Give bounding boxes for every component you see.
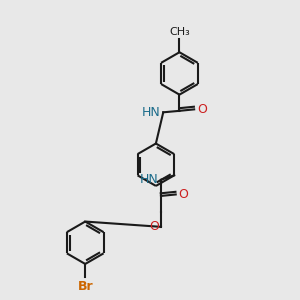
Text: O: O: [179, 188, 188, 201]
Text: O: O: [149, 220, 159, 233]
Text: CH₃: CH₃: [169, 27, 190, 37]
Text: O: O: [197, 103, 207, 116]
Text: Br: Br: [77, 280, 93, 293]
Text: HN: HN: [142, 106, 161, 119]
Text: HN: HN: [140, 172, 159, 186]
